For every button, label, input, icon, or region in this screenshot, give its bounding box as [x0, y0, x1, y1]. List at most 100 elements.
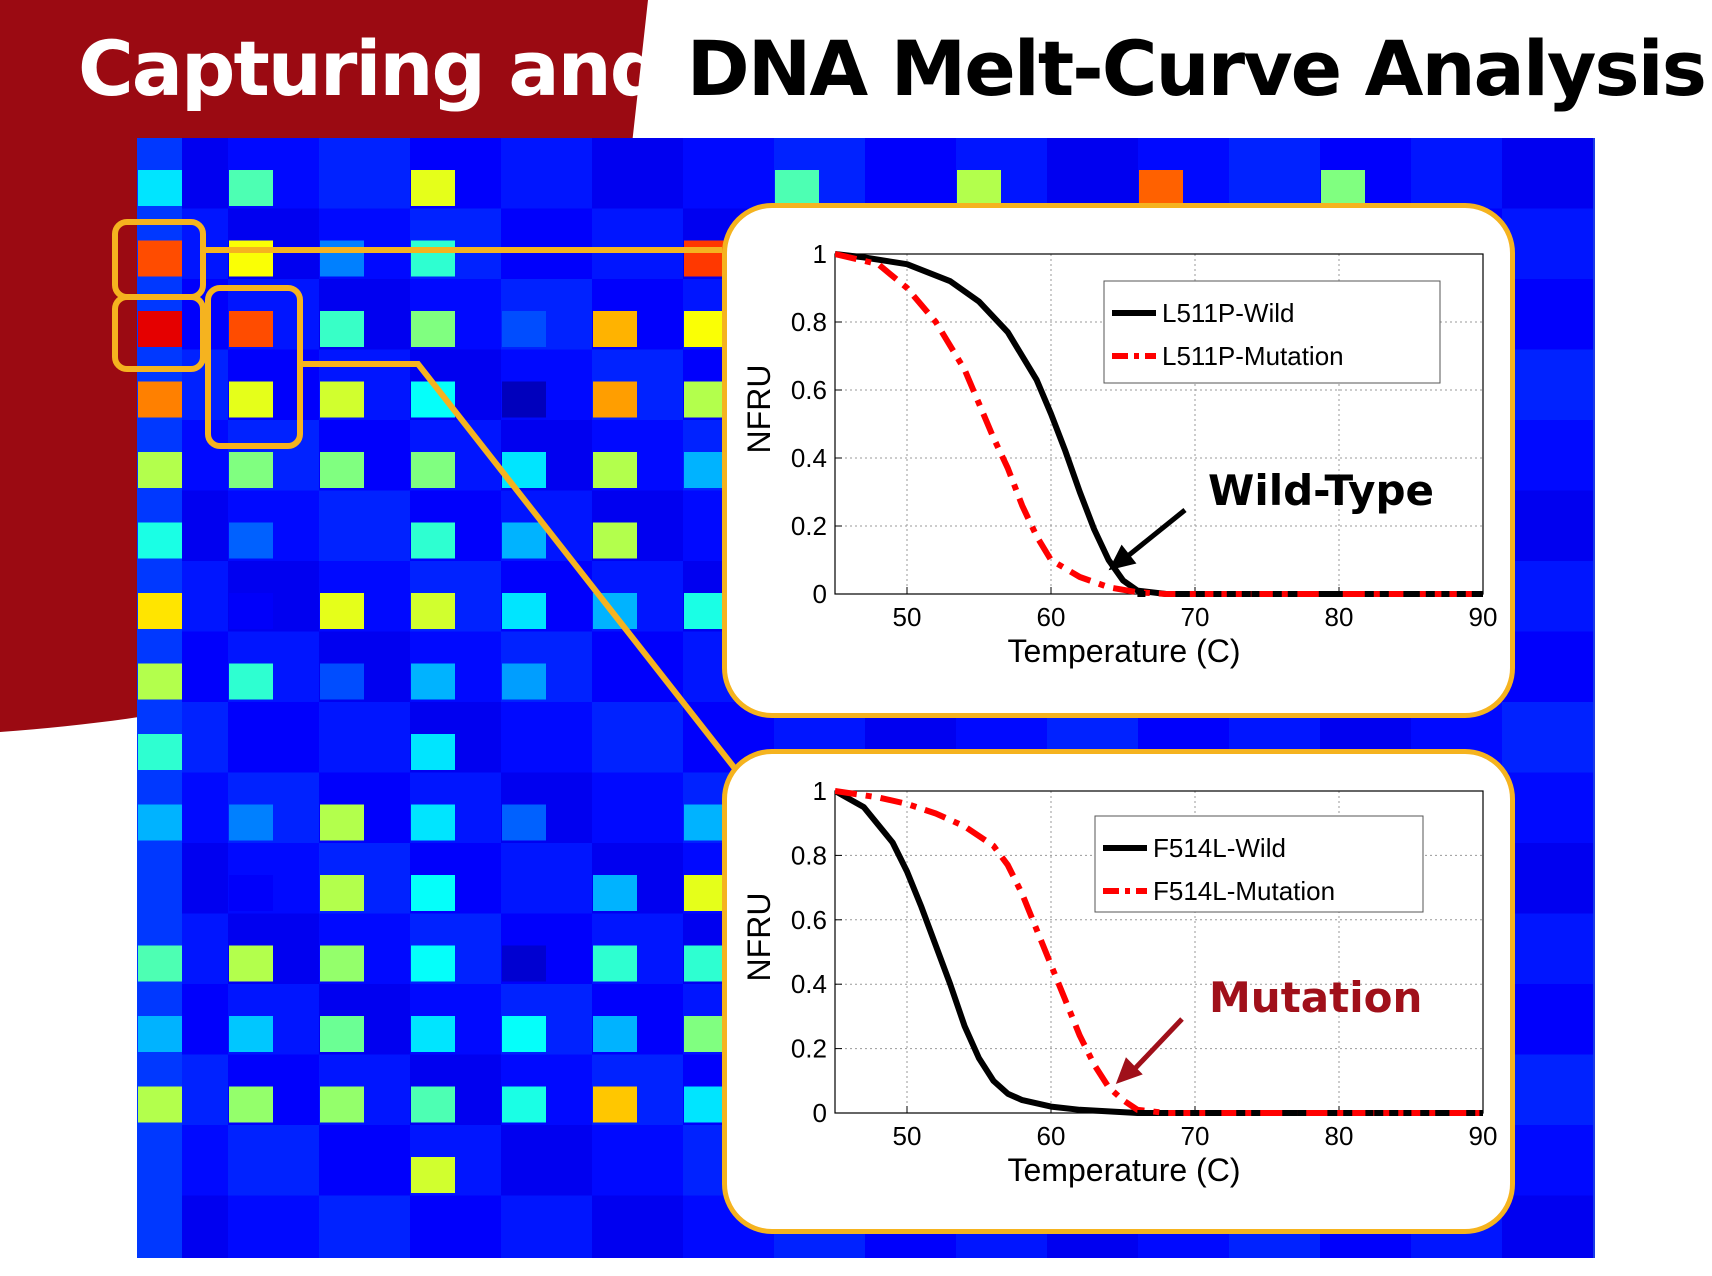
- heatmap-spot: [229, 593, 273, 629]
- heatmap-spot: [138, 593, 182, 629]
- series-line-f514l-mutation: [835, 788, 1483, 1116]
- heatmap-spot: [411, 1016, 455, 1052]
- heatmap-spot: [684, 311, 728, 347]
- heatmap-spot: [1139, 170, 1183, 206]
- heatmap-spot: [320, 452, 364, 488]
- heatmap-spot: [593, 945, 637, 982]
- annotation-arrow-head: [1115, 1057, 1143, 1085]
- y-tick-label: 0.6: [791, 375, 827, 405]
- heatmap-spot: [138, 945, 182, 982]
- heatmap-spot: [320, 804, 364, 841]
- heatmap-spot: [320, 1086, 364, 1123]
- heatmap-spot: [320, 1016, 364, 1052]
- y-tick-label: 1: [813, 776, 827, 806]
- heatmap-spot: [411, 522, 455, 559]
- heatmap-spot: [684, 240, 728, 277]
- melt-curve-chart-l511p: 50 60 70 80 90 0 0.2 0.4 0.6 0.8 1 Temperature (C) N…: [722, 203, 1515, 718]
- heatmap-spot: [138, 1086, 182, 1123]
- x-tick-label: 60: [1037, 602, 1066, 632]
- page-title: Capturing and DNA Melt-Curve Analysis: [78, 14, 1707, 124]
- heatmap-spot: [138, 663, 182, 700]
- heatmap-spot: [320, 240, 364, 277]
- heatmap-spot: [593, 381, 637, 418]
- chart-f514l-svg: 50 60 70 80 90 0 0.2 0.4 0.6 0.8 1 Temperature (C) N…: [741, 776, 1498, 1188]
- heatmap-spot: [138, 452, 182, 488]
- heatmap-spot: [411, 1086, 455, 1123]
- x-axis-label: Temperature (C): [1008, 1152, 1241, 1188]
- heatmap-spot: [411, 1157, 455, 1193]
- heatmap-spot: [502, 311, 546, 347]
- heatmap-spot: [320, 311, 364, 347]
- heatmap-spot: [411, 452, 455, 488]
- y-tick-label: 0.4: [791, 443, 827, 473]
- heatmap-spot: [138, 1016, 182, 1052]
- heatmap-spot: [229, 381, 273, 418]
- heatmap-spot: [411, 945, 455, 982]
- heatmap-spot: [229, 311, 273, 347]
- heatmap-spot: [229, 1016, 273, 1052]
- heatmap-spot: [320, 663, 364, 700]
- x-tick-label: 90: [1469, 1121, 1498, 1151]
- legend-label: F514L-Wild: [1153, 833, 1286, 863]
- heatmap-spot: [229, 663, 273, 700]
- heatmap-spot: [684, 1086, 728, 1123]
- heatmap-spot: [229, 522, 273, 559]
- heatmap-spot: [684, 875, 728, 911]
- annotation-arrow-shaft: [1121, 508, 1187, 563]
- x-tick-label: 70: [1181, 1121, 1210, 1151]
- heatmap-spot: [229, 875, 273, 911]
- heatmap-spot: [684, 804, 728, 841]
- title-part-capturing: Capturing and: [78, 24, 687, 113]
- x-tick-label: 60: [1037, 1121, 1066, 1151]
- heatmap-spot: [593, 522, 637, 559]
- heatmap-spot: [138, 381, 182, 418]
- melt-curve-chart-f514l: 50 60 70 80 90 0 0.2 0.4 0.6 0.8 1 Temperature (C) N…: [722, 749, 1515, 1234]
- heatmap-spot: [684, 945, 728, 982]
- y-tick-label: 0.8: [791, 840, 827, 870]
- x-tick-label: 80: [1325, 1121, 1354, 1151]
- y-tick-label: 0.6: [791, 905, 827, 935]
- heatmap-spot: [502, 945, 546, 982]
- y-tick-label: 1: [813, 239, 827, 269]
- x-tick-label: 70: [1181, 602, 1210, 632]
- legend-label: L511P-Wild: [1162, 298, 1294, 328]
- heatmap-spot: [411, 170, 455, 206]
- heatmap-spot: [957, 170, 1001, 206]
- heatmap-spot: [229, 945, 273, 982]
- heatmap-spot: [502, 452, 546, 488]
- heatmap-spot: [593, 875, 637, 911]
- heatmap-spot: [138, 522, 182, 559]
- heatmap-spot: [229, 452, 273, 488]
- annotation-label: Mutation: [1209, 973, 1422, 1022]
- annotation-arrow-head: [1108, 544, 1137, 571]
- heatmap-spot: [593, 1086, 637, 1123]
- legend-box: [1103, 280, 1441, 384]
- x-tick-label: 50: [893, 602, 922, 632]
- heatmap-spot: [138, 804, 182, 841]
- y-axis-label: NFRU: [741, 365, 777, 454]
- heatmap-spot: [138, 170, 182, 206]
- heatmap-spot: [320, 875, 364, 911]
- heatmap-spot: [684, 1016, 728, 1052]
- heatmap-spot: [502, 593, 546, 629]
- y-tick-label: 0.2: [791, 1034, 827, 1064]
- heatmap-spot: [411, 875, 455, 911]
- heatmap-spot: [593, 593, 637, 629]
- heatmap-spot: [138, 311, 182, 347]
- y-tick-label: 0: [813, 1098, 827, 1128]
- heatmap-spot: [1321, 170, 1365, 206]
- heatmap-spot: [593, 311, 637, 347]
- heatmap-spot: [775, 170, 819, 206]
- y-tick-label: 0.2: [791, 511, 827, 541]
- heatmap-spot: [502, 522, 546, 559]
- y-tick-label: 0.8: [791, 307, 827, 337]
- x-axis-label: Temperature (C): [1008, 633, 1241, 669]
- legend-box: [1094, 815, 1424, 913]
- heatmap-spot: [320, 593, 364, 629]
- x-tick-label: 50: [893, 1121, 922, 1151]
- heatmap-spot: [320, 945, 364, 982]
- heatmap-spot: [229, 240, 273, 277]
- heatmap-spot: [229, 170, 273, 206]
- heatmap-spot: [411, 804, 455, 841]
- legend-label: F514L-Mutation: [1153, 876, 1335, 906]
